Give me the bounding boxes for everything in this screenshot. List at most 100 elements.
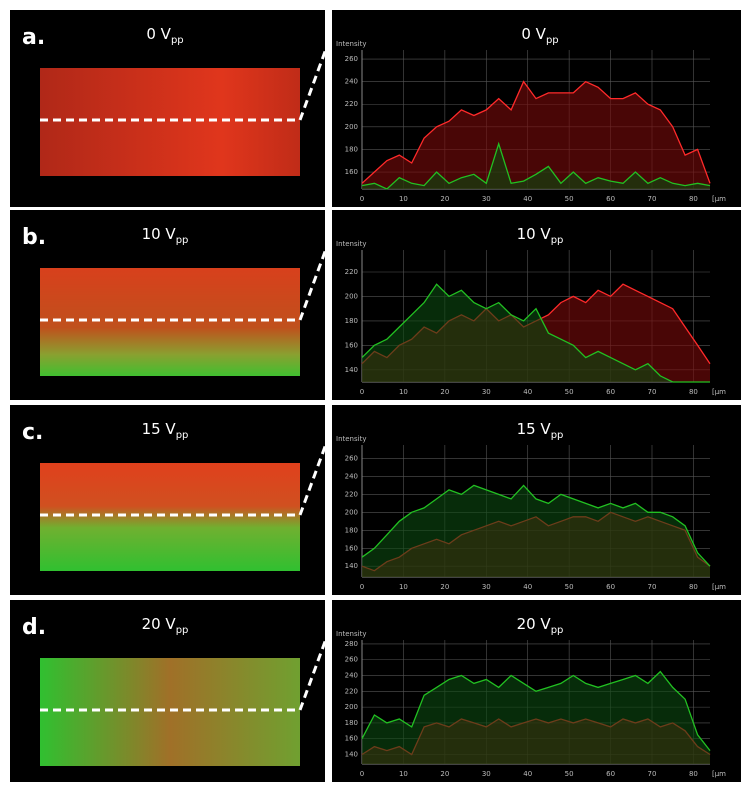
panel-label: b. [22,225,46,250]
x-tick-label: 80 [689,770,698,778]
x-tick-label: 30 [482,195,491,203]
x-tick-label: 50 [565,583,574,591]
y-tick-label: 160 [345,544,358,552]
area [362,671,710,764]
x-tick-label: 10 [399,388,408,396]
x-tick-label: 60 [606,583,615,591]
x-tick-label: 0 [360,195,364,203]
panel-title: 20 Vpp [142,615,189,636]
title-subscript: pp [546,35,559,46]
x-tick-label: 0 [360,583,364,591]
x-tick-label: 20 [440,583,449,591]
x-tick-label: 70 [648,583,657,591]
title-text: 0 V [521,25,546,43]
micrograph [40,463,300,571]
title-text: 10 V [142,225,177,243]
title-text: 20 V [142,615,177,633]
x-tick-label: 60 [606,388,615,396]
x-tick-label: 0 [360,770,364,778]
area [362,143,710,189]
micrograph [40,68,300,176]
y-tick-label: 140 [345,562,358,570]
connector [298,432,332,516]
title-subscript: pp [176,235,189,246]
x-tick-label: 20 [440,195,449,203]
panel-title: 15 Vpp [142,420,189,441]
title-text: 15 V [142,420,177,438]
x-axis-label: [µm [712,388,726,396]
title-subscript: pp [171,35,184,46]
micrograph [40,268,300,376]
y-tick-label: 200 [345,292,358,300]
x-tick-label: 50 [565,388,574,396]
title-text: 20 V [517,615,552,633]
line [361,141,711,190]
title-text: 15 V [517,420,552,438]
y-tick-label: 240 [345,78,358,86]
line [361,670,711,752]
title-subscript: pp [551,625,564,636]
x-tick-label: 40 [523,388,532,396]
x-tick-label: 70 [648,195,657,203]
panel-label: d. [22,615,46,640]
y-tick-label: 180 [345,317,358,325]
panel-title: 0 Vpp [521,25,558,46]
y-tick-label: 160 [345,341,358,349]
connector [298,627,332,711]
x-tick-label: 80 [689,195,698,203]
y-tick-label: 200 [345,703,358,711]
x-tick-label: 80 [689,583,698,591]
title-subscript: pp [551,235,564,246]
panel-title: 10 Vpp [142,225,189,246]
panel-label: c. [22,420,43,445]
y-tick-label: 160 [345,168,358,176]
x-tick-label: 10 [399,195,408,203]
x-tick-label: 30 [482,583,491,591]
y-tick-label: 220 [345,687,358,695]
x-tick-label: 0 [360,388,364,396]
y-tick-label: 240 [345,472,358,480]
x-tick-label: 50 [565,770,574,778]
micrograph [40,658,300,766]
y-axis-label: Intensity [336,40,366,48]
y-tick-label: 260 [345,55,358,63]
title-subscript: pp [551,430,564,441]
y-tick-label: 200 [345,123,358,131]
x-tick-label: 70 [648,388,657,396]
y-tick-label: 140 [345,751,358,759]
x-axis-label: [µm [712,770,726,778]
title-text: 10 V [517,225,552,243]
y-axis-label: Intensity [336,630,366,638]
line [361,283,710,383]
area [362,284,710,382]
x-tick-label: 20 [440,770,449,778]
x-tick-label: 10 [399,583,408,591]
panel-label: a. [22,25,45,50]
y-tick-label: 180 [345,145,358,153]
connector [298,37,332,121]
area [362,81,710,189]
x-tick-label: 60 [606,195,615,203]
x-tick-label: 50 [565,195,574,203]
panel-title: 10 Vpp [517,225,564,246]
y-tick-label: 260 [345,454,358,462]
x-tick-label: 60 [606,770,615,778]
y-tick-label: 220 [345,490,358,498]
panel-title: 20 Vpp [517,615,564,636]
x-tick-label: 30 [482,388,491,396]
x-tick-label: 10 [399,770,408,778]
connector [298,237,332,321]
y-tick-label: 180 [345,526,358,534]
y-tick-label: 220 [345,268,358,276]
y-tick-label: 240 [345,672,358,680]
y-axis-label: Intensity [336,435,366,443]
y-tick-label: 220 [345,100,358,108]
panel-title: 15 Vpp [517,420,564,441]
panel-title: 0 Vpp [146,25,183,46]
y-tick-label: 260 [345,656,358,664]
x-tick-label: 70 [648,770,657,778]
line [361,80,711,184]
x-tick-label: 40 [523,770,532,778]
